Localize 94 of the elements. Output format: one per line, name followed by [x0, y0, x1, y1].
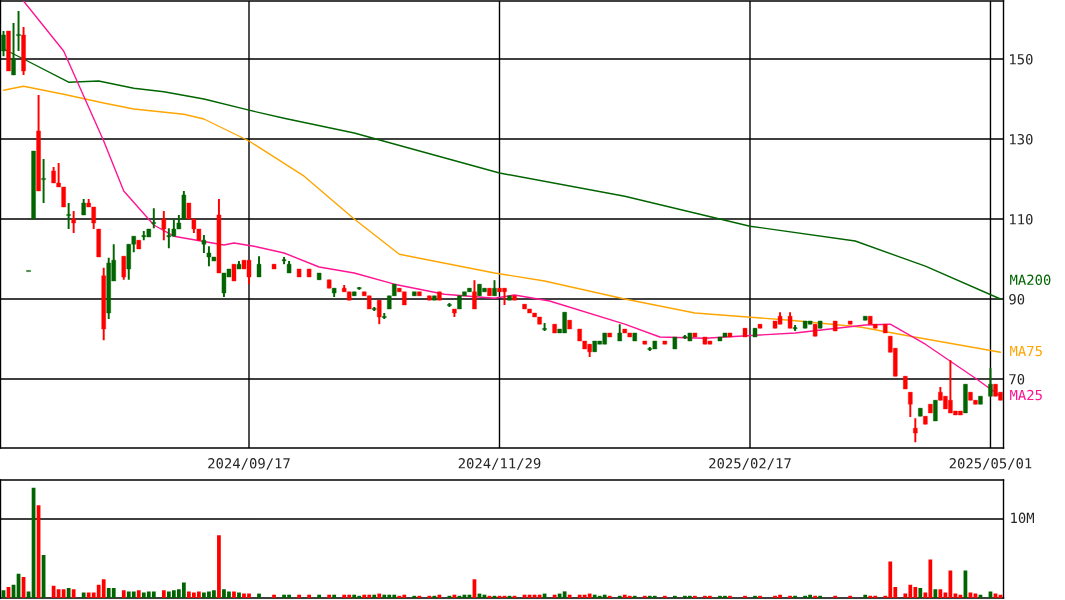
bar — [232, 591, 236, 598]
bar — [743, 595, 747, 598]
bar — [863, 594, 868, 598]
candlestick — [41, 158, 46, 204]
candlestick — [16, 10, 21, 52]
bar — [587, 593, 592, 598]
candlestick — [71, 210, 76, 234]
candlestick — [161, 210, 167, 242]
candlestick — [66, 202, 71, 230]
candlestick — [256, 255, 262, 278]
bar — [161, 590, 166, 598]
y-tick-label: 90 — [1009, 294, 1025, 305]
series-label: MA25 — [1010, 389, 1042, 401]
bar — [327, 594, 332, 598]
bar — [813, 595, 817, 598]
bar — [131, 591, 136, 598]
bar — [297, 594, 301, 598]
bar — [257, 593, 261, 598]
bar — [332, 594, 337, 598]
x-tick-label: 2025/05/01 — [949, 458, 1032, 470]
ref-line-label: 10M — [1011, 512, 1035, 524]
bar — [417, 595, 422, 598]
bar — [181, 582, 186, 598]
candlestick — [913, 417, 918, 444]
candlestick — [221, 272, 227, 298]
bar — [753, 595, 757, 598]
bar — [377, 593, 382, 598]
candlestick — [151, 207, 157, 230]
series-label: MA75 — [1010, 345, 1042, 357]
bar — [627, 595, 632, 598]
bar — [61, 589, 66, 598]
bar — [432, 595, 437, 598]
bar — [602, 594, 607, 598]
bar — [412, 595, 417, 598]
bar — [642, 595, 647, 598]
bar — [728, 595, 732, 598]
candlestick — [933, 399, 938, 422]
bar — [307, 594, 311, 598]
candlestick — [1, 30, 6, 58]
bar — [567, 594, 572, 598]
bar — [607, 595, 612, 598]
candlestick — [377, 299, 382, 326]
bar — [833, 595, 838, 598]
bar — [342, 594, 347, 598]
bar — [352, 594, 357, 598]
bar — [918, 588, 923, 598]
candlestick — [988, 367, 993, 398]
candlestick — [908, 391, 913, 418]
y-tick-label: 150 — [1010, 54, 1033, 65]
bar — [938, 589, 943, 598]
bar — [136, 590, 141, 598]
bar — [758, 595, 762, 598]
bar — [237, 592, 241, 598]
bar — [437, 594, 442, 598]
bar — [672, 595, 677, 598]
bar — [652, 595, 657, 598]
bar — [617, 595, 622, 598]
bar — [632, 595, 637, 598]
bar — [793, 595, 797, 598]
bar — [427, 595, 432, 598]
bar — [66, 588, 71, 598]
bar — [868, 595, 873, 598]
bar — [272, 594, 276, 598]
bar — [933, 589, 938, 598]
y-tick-label: 110 — [1010, 214, 1033, 225]
bar — [81, 592, 86, 598]
y-tick-label: 130 — [1010, 134, 1033, 145]
bar — [71, 589, 76, 598]
bar — [382, 594, 387, 598]
bar — [562, 591, 567, 598]
x-tick-label: 2025/02/17 — [709, 458, 791, 470]
bar — [317, 594, 322, 598]
candlestick — [166, 227, 172, 250]
series-label: MA200 — [1010, 274, 1051, 286]
x-tick-label: 2024/11/29 — [458, 458, 541, 470]
bar — [818, 595, 823, 598]
bar — [111, 588, 116, 598]
line-series — [2, 85, 1002, 353]
bar — [662, 595, 667, 598]
candlestick — [181, 190, 187, 220]
bar — [788, 595, 792, 598]
bar — [372, 594, 377, 598]
candlestick — [472, 279, 477, 310]
bar — [101, 579, 106, 598]
bar — [151, 591, 156, 598]
bar — [693, 595, 697, 598]
x-tick-label: 2024/09/17 — [208, 458, 290, 470]
bar — [362, 594, 367, 598]
bar — [848, 595, 853, 598]
candlestick — [121, 255, 126, 281]
bar — [397, 595, 402, 598]
y-tick-label: 70 — [1009, 374, 1025, 385]
bar — [217, 535, 221, 598]
bar — [121, 590, 126, 598]
